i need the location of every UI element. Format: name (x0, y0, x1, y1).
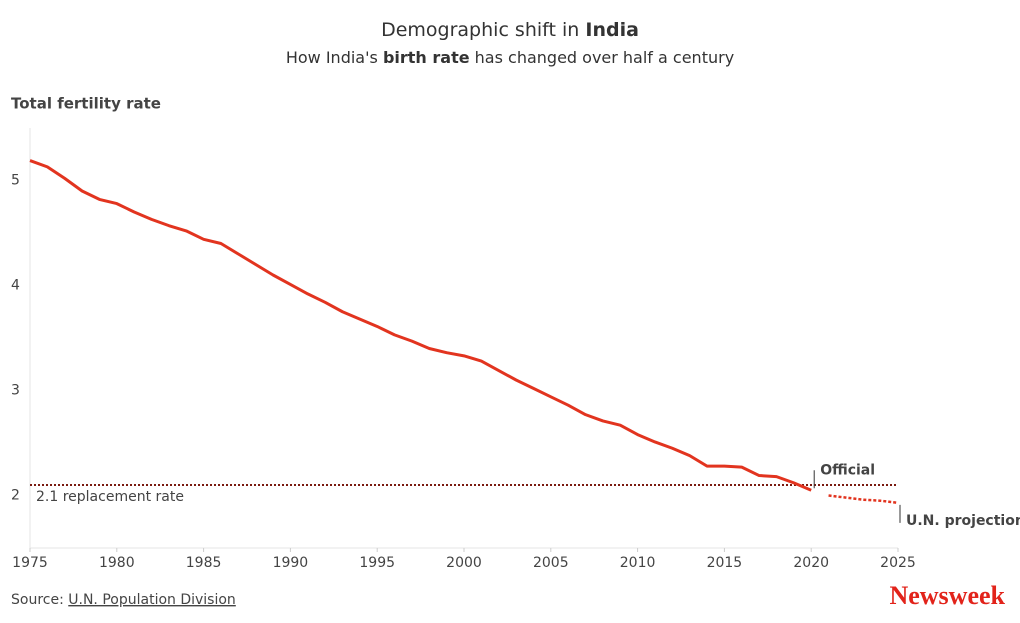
brand-logo: Newsweek (889, 581, 1005, 610)
y-axis-label: Total fertility rate (11, 95, 161, 113)
series-label: U.N. projection (906, 513, 1020, 529)
x-tick-label: 1985 (186, 555, 222, 571)
y-tick-label: 4 (11, 278, 20, 294)
x-tick-label: 2010 (620, 555, 656, 571)
x-tick-label: 1995 (359, 555, 395, 571)
x-tick-label: 2020 (793, 555, 829, 571)
x-tick-label: 2005 (533, 555, 569, 571)
subtitle-part: How India's (286, 48, 378, 67)
source-label: Source: (11, 592, 64, 608)
x-tick-label: 1975 (12, 555, 48, 571)
reference-label: 2.1 replacement rate (36, 489, 184, 505)
x-tick-label: 1990 (273, 555, 309, 571)
chart-title: Demographic shift in India (381, 19, 639, 41)
source-link[interactable]: U.N. Population Division (68, 592, 236, 608)
y-tick-label: 2 (11, 488, 20, 504)
title-part: Demographic shift in (381, 19, 579, 41)
subtitle-part: has changed over half a century (475, 48, 735, 67)
x-tick-label: 1980 (99, 555, 135, 571)
chart-subtitle: How India's birth rate has changed over … (286, 48, 734, 67)
x-tick-label: 2000 (446, 555, 482, 571)
y-tick-label: 5 (11, 173, 20, 189)
source: Source: U.N. Population Division (11, 592, 236, 608)
series-label: Official (820, 462, 875, 478)
x-tick-label: 2015 (707, 555, 743, 571)
x-tick-label: 2025 (880, 555, 916, 571)
series-line (29, 159, 812, 492)
series-line (828, 494, 899, 505)
title-part: India (585, 19, 639, 41)
y-tick-label: 3 (11, 383, 20, 399)
subtitle-part: birth rate (383, 48, 470, 67)
